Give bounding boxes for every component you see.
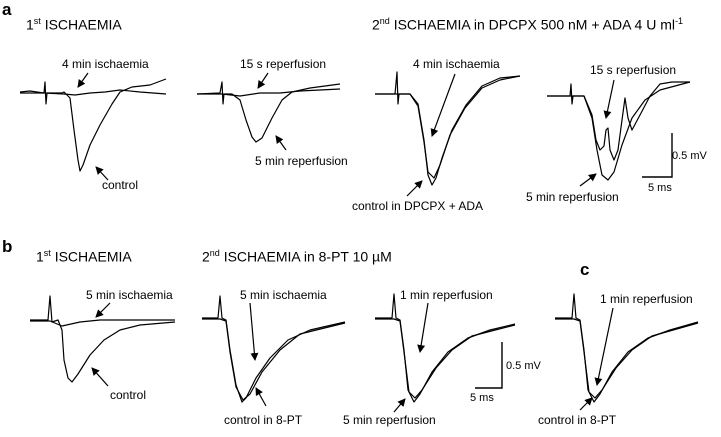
trace-a2: [196, 81, 341, 143]
label-b2-bottom: control in 8-PT: [224, 413, 303, 427]
scale-b-time: 5 ms: [470, 392, 494, 404]
title-rest: ISCHAEMIA in 8-PT 10 µM: [219, 248, 392, 265]
panel-b-letter: b: [2, 237, 13, 256]
arrow-a3-bottom: [406, 180, 423, 197]
arrow-a1-bottom: [95, 166, 109, 181]
label-a1-bottom: control: [102, 178, 139, 192]
title-rest: ISCHAEMIA: [50, 248, 132, 265]
arrow-a2-bottom: [275, 135, 287, 151]
arrow-a3-top: [430, 73, 456, 137]
panel-a-letter: a: [2, 0, 12, 19]
arrow-a1-top: [77, 72, 89, 88]
scale-b-voltage: 0.5 mV: [506, 360, 541, 372]
label-a2-bottom: 5 min reperfusion: [255, 154, 348, 168]
trace-b3: [375, 293, 516, 403]
arrow-a2-top: [257, 72, 269, 89]
panel-b-title-1: 1st ISCHAEMIA: [36, 248, 132, 265]
scale-a-voltage: 0.5 mV: [672, 150, 707, 162]
arrow-b1-top: [95, 302, 111, 318]
title-num: 1: [36, 248, 44, 265]
label-b1-top: 5 min ischaemia: [86, 288, 173, 302]
title-sup: st: [33, 16, 41, 26]
trace-b1: [30, 295, 176, 383]
title-sup: nd: [209, 248, 220, 258]
title-num: 1: [26, 16, 34, 33]
label-b2-top: 5 min ischaemia: [240, 288, 327, 302]
title-rest: ISCHAEMIA in DPCPX 500 nM + ADA 4 U ml: [389, 16, 675, 33]
title-sup: -1: [674, 16, 683, 26]
arrow-b2-bottom: [255, 387, 267, 407]
trace-b2: [202, 295, 346, 403]
panel-b-title-2: 2nd ISCHAEMIA in 8-PT 10 µM: [202, 248, 392, 265]
title-sup: nd: [379, 16, 390, 26]
trace-a1: [19, 78, 167, 172]
scale-bar-a: [642, 133, 673, 178]
title-num: 2: [372, 16, 380, 33]
arrow-b2-top: [249, 302, 259, 361]
arrow-b3-bottom: [393, 398, 406, 413]
label-a3-bottom: control in DPCPX + ADA: [352, 199, 484, 213]
arrow-b3-top: [417, 302, 429, 353]
trace-a3: [375, 71, 521, 186]
label-a4-top: 15 s reperfusion: [590, 63, 677, 77]
label-a2-top: 15 s reperfusion: [240, 57, 327, 71]
label-a1-top: 4 min ischaemia: [62, 57, 149, 71]
panel-c-letter: c: [580, 260, 590, 279]
trace-a4: [547, 81, 691, 181]
label-a4-bottom: 5 min reperfusion: [526, 190, 619, 204]
scale-bar-b: [475, 342, 503, 389]
label-a3-top: 4 min ischaemia: [413, 57, 500, 71]
label-c1-top: 1 min reperfusion: [600, 292, 693, 306]
arrow-b1-bottom: [91, 367, 109, 387]
label-b3-top: 1 min reperfusion: [400, 288, 493, 302]
arrow-a4-bottom: [579, 173, 597, 187]
arrow-c1-top: [594, 307, 614, 386]
label-b1-bottom: control: [110, 388, 147, 402]
trace-c1: [555, 293, 699, 403]
panel-a-title-2: 2nd ISCHAEMIA in DPCPX 500 nM + ADA 4 U …: [372, 16, 683, 33]
title-rest: ISCHAEMIA: [40, 16, 122, 33]
arrow-c1-bottom: [579, 397, 593, 411]
title-num: 2: [202, 248, 210, 265]
panel-a-title-1: 1st ISCHAEMIA: [26, 16, 122, 33]
scale-a-time: 5 ms: [648, 182, 672, 194]
arrow-a4-top: [603, 79, 615, 119]
title-sup: st: [43, 248, 51, 258]
label-b3-bottom: 5 min reperfusion: [343, 413, 436, 427]
label-c1-bottom: control in 8-PT: [538, 413, 617, 427]
